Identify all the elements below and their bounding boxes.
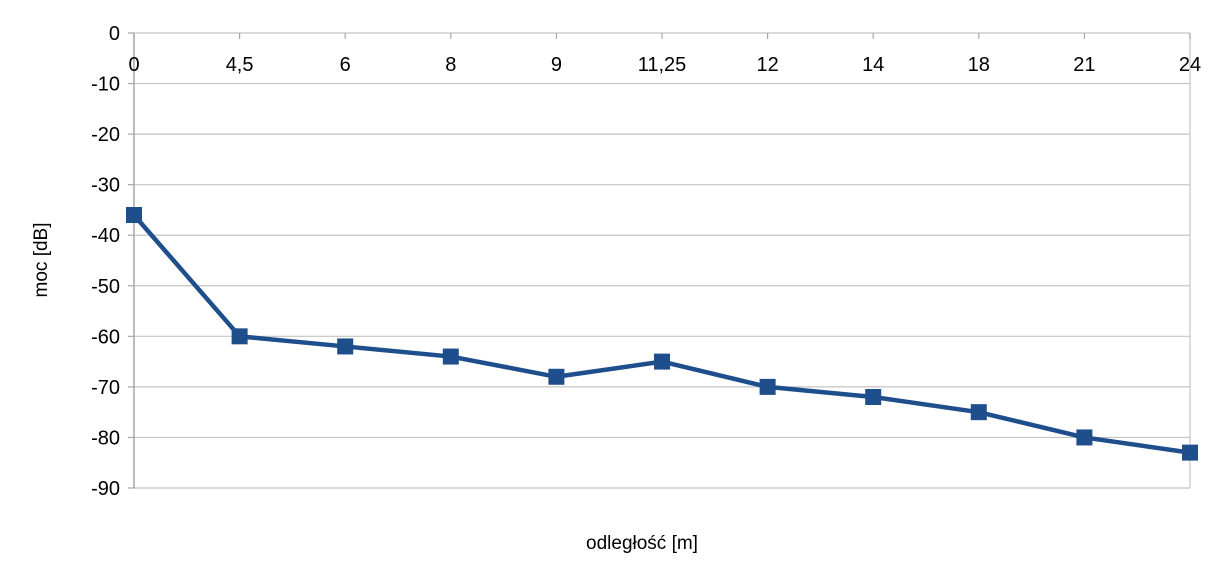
- y-tick-label: -30: [91, 175, 120, 197]
- data-point: [1182, 444, 1198, 461]
- y-tick-label: -40: [91, 225, 120, 247]
- x-tick-label: 4,5: [226, 54, 254, 76]
- y-axis-title: moc [dB]: [31, 223, 52, 298]
- x-tick-label: 18: [968, 54, 990, 76]
- y-tick-label: -70: [91, 377, 120, 399]
- data-point: [337, 338, 354, 355]
- y-tick-labels: 0 -10 -20 -30 -40 -50 -60 -70 -80 -90: [91, 23, 120, 500]
- data-point: [654, 353, 670, 370]
- y-tick-label: -90: [91, 478, 120, 500]
- y-tick-label: -80: [91, 427, 120, 449]
- y-tick-label: -50: [91, 276, 120, 298]
- x-tick-label: 21: [1073, 54, 1095, 76]
- series-line: [131, 212, 1193, 455]
- x-tick-label: 9: [551, 54, 562, 76]
- x-axis-title: odległość [m]: [586, 533, 698, 554]
- x-tick-label: 6: [340, 54, 351, 76]
- data-series: [126, 207, 1198, 461]
- y-tick-label: -20: [91, 124, 120, 146]
- y-tick-label: -60: [91, 326, 120, 348]
- data-point: [548, 368, 565, 385]
- data-point: [126, 207, 142, 223]
- x-tick-label: 14: [862, 54, 884, 76]
- x-tick-label: 12: [756, 54, 778, 76]
- y-tick-label: 0: [109, 23, 120, 45]
- grid: [134, 32, 1190, 489]
- data-point: [1076, 429, 1093, 446]
- data-point: [442, 348, 459, 365]
- axes: [128, 32, 1191, 489]
- x-tick-label: 24: [1179, 54, 1201, 76]
- data-point: [865, 389, 882, 405]
- x-tick-label: 0: [128, 54, 139, 76]
- data-point: [759, 378, 776, 395]
- x-tick-label: 11,25: [638, 54, 687, 76]
- data-point: [231, 328, 248, 345]
- x-tick-labels: 0 4,5 6 8 9 11,25 12 14 18 21 24: [128, 54, 1201, 76]
- x-tick-label: 8: [445, 54, 456, 76]
- y-tick-label: -10: [91, 74, 120, 96]
- data-point: [970, 404, 987, 421]
